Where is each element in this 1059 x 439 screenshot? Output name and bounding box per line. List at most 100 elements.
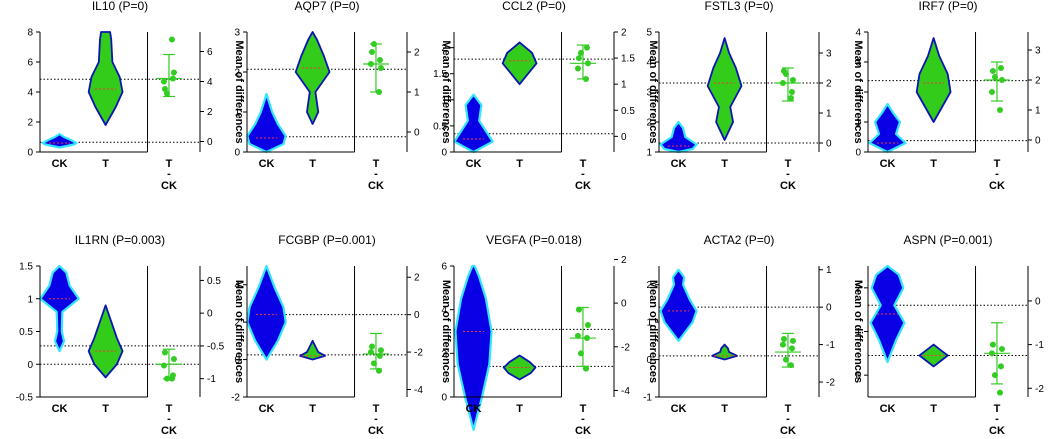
x-label-t: T xyxy=(930,158,937,170)
diff-point xyxy=(996,389,1003,396)
left-tick-label: 2 xyxy=(855,283,861,294)
diff-point xyxy=(788,89,795,95)
left-tick-label: 1.5 xyxy=(19,262,33,273)
left-tick-label: 4 xyxy=(234,280,240,291)
diff-point xyxy=(169,75,176,82)
x-label-ck: CK xyxy=(52,403,68,415)
left-tick-label: 4 xyxy=(441,305,447,316)
diff-point xyxy=(582,365,589,372)
chart-panel-il10: IL10 (P=0) 0 2 4 6 8 0 2 4 6 Mean of differences CK… xyxy=(27,0,245,192)
x-label-diff-ck: CK xyxy=(989,180,1005,192)
chart-title: ASPN (P=0.001) xyxy=(903,233,992,247)
left-tick-label: 8 xyxy=(27,28,33,39)
x-label-t: T xyxy=(721,158,728,170)
right-tick-label: -4 xyxy=(414,385,423,396)
diff-point xyxy=(161,349,168,356)
left-tick-label: 6 xyxy=(441,262,447,273)
right-tick-label: 0 xyxy=(414,310,420,321)
left-tick-label: 0.5 xyxy=(19,327,33,338)
diff-point xyxy=(368,343,375,350)
left-tick-label: 4 xyxy=(646,58,652,69)
diff-point xyxy=(574,65,581,72)
right-tick-label: -4 xyxy=(621,386,630,397)
left-tick-label: 1 xyxy=(441,95,447,106)
diff-point xyxy=(989,341,996,348)
left-tick-label: 1.5 xyxy=(433,69,447,80)
violin-ck xyxy=(869,264,906,364)
right-tick-label: 3 xyxy=(1035,46,1041,57)
x-label-diff-ck: CK xyxy=(989,425,1005,437)
chart-title: IRF7 (P=0) xyxy=(918,0,977,13)
right-tick-label: 2 xyxy=(414,273,420,284)
left-tick-label: 4 xyxy=(855,28,861,39)
chart-title: CCL2 (P=0) xyxy=(502,0,566,13)
right-tick-label: -2 xyxy=(621,342,630,353)
x-label-t: T xyxy=(102,158,109,170)
violin-ck xyxy=(41,132,78,149)
left-tick-label: 2 xyxy=(855,88,861,99)
left-tick-label: 1 xyxy=(855,327,861,338)
x-label-diff-t: T xyxy=(994,158,1001,170)
x-label-diff-t: T xyxy=(166,403,173,415)
right-tick-label: 1 xyxy=(826,109,832,120)
x-label-ck: CK xyxy=(466,403,482,415)
left-tick-label: 3 xyxy=(646,88,652,99)
left-tick-label: 3 xyxy=(234,28,240,39)
diff-point xyxy=(789,337,796,344)
right-tick-label: 1.5 xyxy=(621,54,635,65)
diff-point xyxy=(168,375,175,382)
diff-point xyxy=(780,335,787,342)
right-tick-label: 0 xyxy=(207,137,213,148)
left-tick-label: 4 xyxy=(27,88,33,99)
diff-point xyxy=(584,60,591,67)
left-tick-label: 0.5 xyxy=(433,121,447,132)
x-label-diff-ck: CK xyxy=(368,180,384,192)
diff-point xyxy=(996,107,1003,113)
left-tick-label: 0 xyxy=(441,148,447,159)
right-tick-label: 2 xyxy=(414,48,420,59)
right-tick-label: 0 xyxy=(1035,296,1041,307)
x-label-diff-ck: CK xyxy=(161,180,177,192)
x-label-ck: CK xyxy=(259,158,275,170)
diff-point xyxy=(998,77,1005,83)
right-tick-label: 1 xyxy=(414,88,420,99)
diff-point xyxy=(370,41,377,47)
x-label-t: T xyxy=(721,403,728,415)
right-tick-label: 1 xyxy=(826,265,832,276)
right-tick-label: -2 xyxy=(1035,384,1044,395)
diff-point xyxy=(988,350,995,357)
violin-ck xyxy=(453,93,494,154)
diff-point xyxy=(997,363,1004,370)
x-label-diff-t: T xyxy=(580,158,587,170)
violin-t xyxy=(87,31,124,126)
right-tick-label: 0 xyxy=(1035,136,1041,147)
x-label-diff-dash: - xyxy=(167,413,171,425)
left-tick-label: 0 xyxy=(441,393,447,404)
right-axis-label: Mean of differences xyxy=(852,40,864,143)
x-label-diff-t: T xyxy=(785,403,792,415)
x-label-diff-t: T xyxy=(785,158,792,170)
violin-t xyxy=(294,31,331,125)
right-tick-label: 0.5 xyxy=(207,276,221,287)
diff-point xyxy=(367,61,374,67)
x-label-diff-dash: - xyxy=(374,168,378,180)
diff-point xyxy=(782,71,789,77)
x-label-ck: CK xyxy=(259,403,275,415)
diff-point xyxy=(575,306,582,313)
diff-point xyxy=(787,95,794,101)
right-tick-label: 2 xyxy=(621,255,627,266)
diff-point xyxy=(577,49,584,56)
right-axis-label: Mean of differences xyxy=(440,280,452,383)
x-label-diff-t: T xyxy=(373,158,380,170)
chart-panel-il1rn: IL1RN (P=0.003) -0.5 0 0.5 1 1.5 -1 -0.5 0 0.5 Mea… xyxy=(16,233,245,437)
x-label-t: T xyxy=(516,158,523,170)
x-label-diff-dash: - xyxy=(374,413,378,425)
right-tick-label: 0 xyxy=(621,299,627,310)
diff-point xyxy=(575,55,582,62)
left-tick-label: 0 xyxy=(234,148,240,159)
diff-point xyxy=(789,77,796,83)
diff-point xyxy=(584,321,591,328)
